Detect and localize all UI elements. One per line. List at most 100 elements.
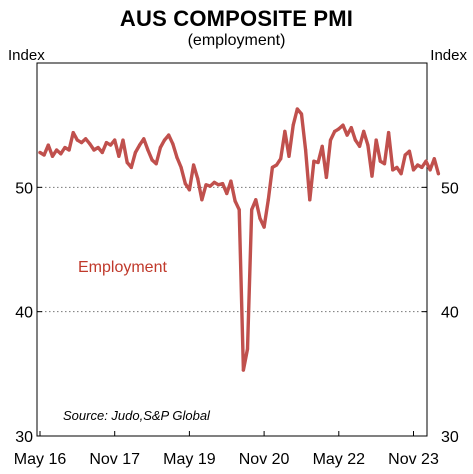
data-point (50, 154, 55, 158)
data-point (382, 162, 387, 166)
data-point (320, 144, 324, 148)
data-point (258, 216, 262, 221)
source-note: Source: Judo,S&P Global (63, 408, 211, 423)
y-tick-label-left: 30 (15, 429, 33, 446)
data-point (88, 142, 92, 146)
data-point (428, 168, 432, 172)
data-point (63, 145, 67, 150)
data-point (229, 179, 233, 183)
data-point (187, 188, 191, 192)
data-point (266, 198, 270, 202)
data-point (295, 107, 299, 111)
data-point (304, 148, 308, 152)
data-point (362, 129, 366, 133)
data-point (374, 138, 378, 142)
data-point (270, 165, 274, 170)
left-axis-unit: Index (8, 47, 45, 64)
data-point (84, 137, 88, 141)
data-point (100, 150, 104, 155)
data-point (274, 163, 279, 167)
data-point (262, 225, 266, 229)
data-point (333, 129, 337, 133)
x-tick-label: May 22 (313, 451, 366, 468)
data-point (92, 148, 96, 152)
data-point (337, 127, 341, 131)
employment-line (38, 107, 441, 372)
data-point (357, 144, 362, 148)
data-point (208, 184, 212, 188)
right-axis-unit: Index (430, 47, 467, 64)
y-axis-ticks: 30 30 40 40 50 50 (15, 180, 459, 446)
data-point (370, 174, 374, 178)
data-point (71, 131, 75, 135)
x-axis-ticks: May 16 Nov 17 May 19 Nov 20 May 22 Nov 23 (14, 431, 439, 468)
data-point (416, 163, 420, 167)
data-point (55, 148, 59, 152)
x-tick-label: May 19 (163, 451, 216, 468)
data-point (424, 159, 428, 163)
data-points (38, 107, 440, 372)
data-point (158, 145, 162, 150)
data-point (117, 154, 121, 158)
data-point (353, 138, 357, 142)
data-point (395, 165, 399, 170)
data-point (212, 180, 216, 184)
y-tick-label-right: 30 (441, 429, 459, 446)
plot-frame (36, 62, 428, 437)
data-point (291, 123, 295, 127)
data-point (46, 143, 50, 147)
data-point (146, 148, 150, 152)
data-point (420, 165, 424, 170)
data-point (299, 112, 304, 116)
data-point (221, 182, 225, 186)
data-point (387, 131, 391, 135)
data-point (175, 155, 179, 160)
x-tick-label: Nov 17 (89, 451, 140, 468)
data-point (225, 191, 229, 196)
x-tick-label: May 16 (14, 451, 67, 468)
data-point (233, 199, 237, 203)
data-point (345, 133, 349, 137)
data-point (67, 148, 71, 152)
data-point (407, 149, 411, 153)
data-point (316, 160, 320, 165)
data-point (108, 143, 113, 147)
x-tick-label: Nov 23 (388, 451, 439, 468)
data-point (245, 347, 250, 351)
data-point (237, 208, 241, 212)
data-point (142, 137, 146, 141)
data-point (399, 172, 403, 176)
data-point (129, 165, 133, 170)
data-point (133, 150, 138, 155)
data-point (150, 158, 154, 162)
data-point (341, 123, 345, 127)
data-point (287, 154, 291, 158)
data-point (328, 138, 333, 142)
y-tick-label-right: 40 (441, 305, 459, 322)
series-annotation: Employment (78, 259, 167, 276)
data-point (283, 129, 287, 133)
data-point (349, 126, 353, 130)
chart-subtitle: (employment) (187, 32, 286, 49)
data-point (38, 150, 42, 155)
data-point (241, 368, 245, 372)
data-point (432, 157, 436, 161)
data-point (42, 153, 46, 157)
y-tick-label-right: 50 (441, 180, 459, 197)
data-point (378, 159, 382, 163)
gridlines (37, 186, 427, 313)
data-point (216, 183, 221, 187)
data-point (200, 198, 204, 202)
data-point (204, 183, 208, 187)
data-point (183, 182, 187, 186)
data-point (312, 159, 316, 163)
data-point (154, 162, 158, 166)
data-point (254, 198, 258, 202)
y-tick-label-left: 50 (15, 180, 33, 197)
data-point (104, 140, 108, 145)
y-tick-label-left: 40 (15, 305, 33, 322)
data-point (366, 143, 370, 147)
data-point (79, 140, 84, 145)
data-point (279, 157, 283, 161)
data-point (403, 153, 407, 157)
